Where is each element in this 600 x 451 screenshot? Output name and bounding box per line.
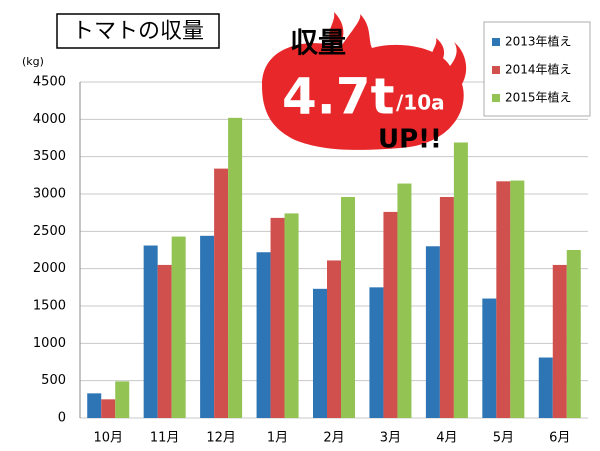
legend-swatch <box>492 66 500 74</box>
badge <box>262 12 467 150</box>
x-tick-label: 12月 <box>206 431 236 446</box>
bar <box>425 246 440 418</box>
bar <box>115 381 130 418</box>
bar <box>496 181 511 418</box>
bar <box>101 399 116 418</box>
bar <box>538 357 553 418</box>
bar <box>270 217 285 418</box>
legend <box>483 21 591 117</box>
bar <box>383 211 398 418</box>
bar <box>369 287 384 418</box>
bar <box>87 393 102 418</box>
bar <box>439 196 454 418</box>
chart-title: トマトの収量 <box>72 19 204 44</box>
bar <box>327 260 341 418</box>
x-tick-label: 1月 <box>267 431 288 446</box>
bars: 10月 11月 12月 1月 2月 3月 4月 5月 6月 <box>87 117 581 446</box>
y-tick-label: 2000 <box>33 261 66 276</box>
bar <box>341 196 355 418</box>
x-tick-label: 3月 <box>380 431 401 446</box>
bar <box>482 298 497 418</box>
y-tick-label: 3000 <box>33 187 66 202</box>
legend-label: 2014年植え <box>505 62 572 77</box>
legend-label: 2013年植え <box>505 34 572 49</box>
title-box <box>56 13 220 49</box>
y-tick-label: 3500 <box>33 149 66 164</box>
x-tick-label: 4月 <box>436 431 457 446</box>
y-tick-label: 1000 <box>33 336 66 351</box>
x-tick-label: 10月 <box>93 431 123 446</box>
x-tick-label: 11月 <box>150 431 180 446</box>
y-tick-label: 1500 <box>33 299 66 314</box>
y-tick-label: 0 <box>58 411 66 426</box>
bar <box>453 142 468 419</box>
bar <box>143 245 158 418</box>
bar <box>256 252 271 418</box>
y-tick-label: 2500 <box>33 224 66 239</box>
x-tick-label: 2月 <box>323 431 344 446</box>
y-tick-label: 4000 <box>33 112 66 127</box>
flame <box>329 12 344 46</box>
bar <box>171 236 186 418</box>
badge-shape <box>262 14 467 150</box>
legend-label: 2015年植え <box>505 90 572 105</box>
y-tick-label: 500 <box>41 373 66 388</box>
annotation: UP!! <box>378 125 442 155</box>
annotation: 4.7t <box>282 68 394 126</box>
bar <box>200 235 215 418</box>
annotation: 収量 <box>290 26 346 59</box>
bar <box>284 213 299 418</box>
bar <box>228 117 243 418</box>
legend-swatch <box>492 38 500 46</box>
x-tick-label: 6月 <box>549 431 570 446</box>
legend-entries: 2013年植え 2014年植え 2015年植え <box>492 34 572 105</box>
bar <box>566 250 581 418</box>
legend-swatch <box>492 94 500 102</box>
x-tick-label: 5月 <box>493 431 514 446</box>
y-axis-label: (kg) <box>22 55 44 68</box>
bar <box>214 168 229 418</box>
y-tick-label: 4500 <box>33 75 66 90</box>
bar <box>397 183 412 418</box>
bar <box>313 288 327 418</box>
flame <box>431 38 445 64</box>
bar <box>510 180 525 418</box>
bar <box>157 264 172 418</box>
annotation: /10a <box>396 91 445 115</box>
bar <box>552 264 567 418</box>
